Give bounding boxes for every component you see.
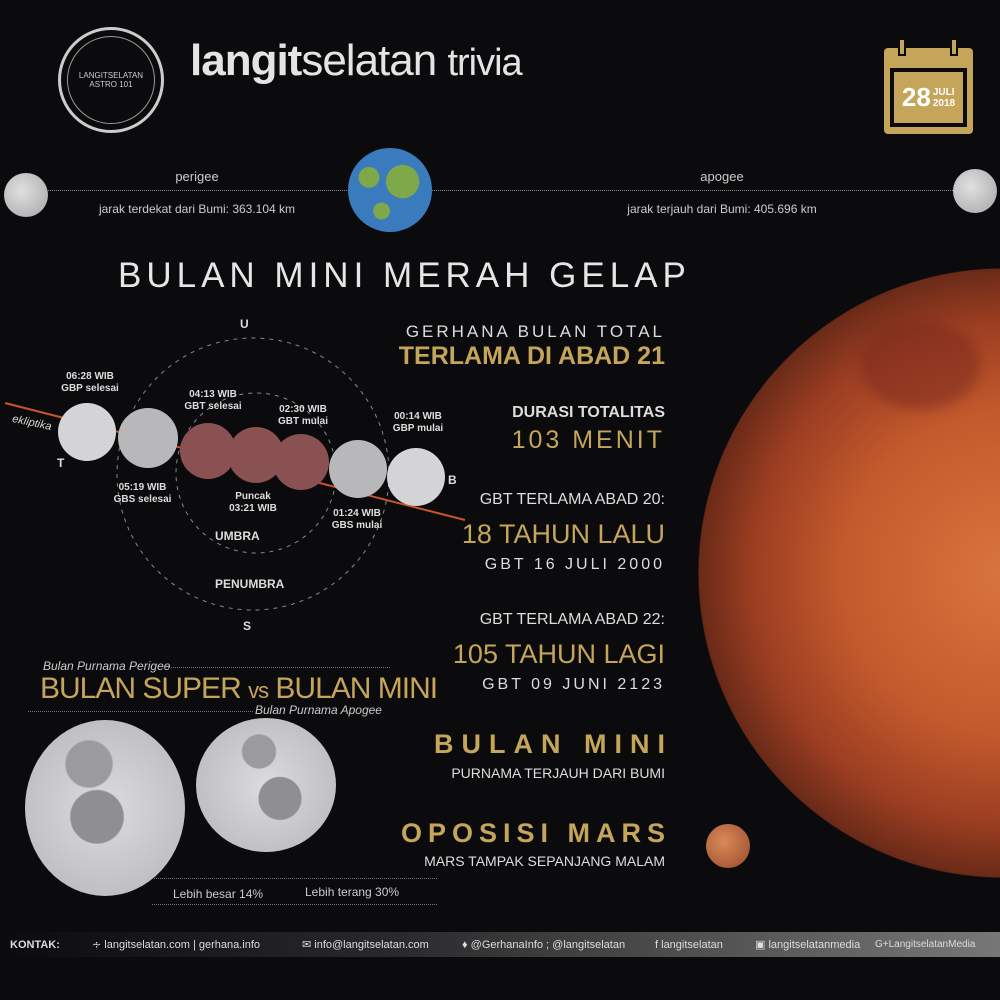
event-label: 05:19 WIB GBS selesai <box>113 482 172 505</box>
fact-title: BULAN MINI <box>434 729 673 759</box>
moon <box>58 403 116 461</box>
footer-website[interactable]: ∻ langitselatan.com | gerhana.info <box>92 939 261 951</box>
fact-sub: GERHANA BULAN TOTAL <box>405 322 665 341</box>
apogee-distance: jarak terjauh dari Bumi: 405.696 km <box>627 202 817 216</box>
perigee-moon <box>4 173 48 217</box>
event-label: Puncak 03:21 WIB <box>229 491 277 514</box>
fact-note: GBT 16 JULI 2000 <box>484 556 665 573</box>
south-label: S <box>243 619 252 633</box>
apogee-label: apogee <box>700 169 744 184</box>
east-label: T <box>57 456 65 470</box>
divider <box>168 667 390 668</box>
mini-moon-image <box>196 718 336 852</box>
event-label: 04:13 WIB GBT selesai <box>184 389 242 412</box>
eclipsed-moon <box>273 434 329 490</box>
footer-facebook[interactable]: f langitselatan <box>655 938 723 951</box>
super-moon-image <box>25 720 185 896</box>
footer-twitter[interactable]: ♦ @GerhanaInfo ; @langitselatan <box>462 938 626 951</box>
mars-small-image <box>706 824 750 868</box>
divider <box>152 904 437 905</box>
eclipse-diagram <box>4 337 466 611</box>
west-label: B <box>448 473 457 487</box>
event-label: 06:28 WIB GBP selesai <box>61 371 119 394</box>
divider <box>28 711 253 712</box>
event-label: 01:24 WIB GBS mulai <box>331 508 383 531</box>
footer-google-plus[interactable]: G+LangitselatanMedia <box>875 939 976 950</box>
fact-sub: DURASI TOTALITAS <box>512 404 665 421</box>
footer-label: KONTAK: <box>10 938 60 951</box>
event-label: 00:14 WIB GBP mulai <box>392 411 444 434</box>
north-label: U <box>240 317 249 331</box>
main-title: BULAN MINI MERAH GELAP <box>118 256 691 295</box>
footer-instagram[interactable]: ▣ langitselatanmedia <box>755 939 861 951</box>
distance-line <box>45 190 955 191</box>
eclipsed-moon <box>180 423 236 479</box>
fact-note: MARS TAMPAK SEPANJANG MALAM <box>424 853 665 869</box>
app-title: langitselatan trivia <box>190 36 523 85</box>
perigee-distance: jarak terdekat dari Bumi: 363.104 km <box>98 202 296 216</box>
perigee-full-moon-label: Bulan Purnama Perigee <box>43 659 171 673</box>
moon <box>387 448 445 506</box>
fact-title: 103 MENIT <box>511 426 665 454</box>
divider <box>152 878 437 879</box>
fact-note: GBT 09 JUNI 2123 <box>482 676 665 693</box>
apogee-full-moon-label: Bulan Purnama Apogee <box>255 703 382 717</box>
bigger-label: Lebih besar 14% <box>173 887 264 901</box>
fact-note: PURNAMA TERJAUH DARI BUMI <box>451 765 665 781</box>
fact-title: 105 TAHUN LAGI <box>452 639 665 669</box>
moon <box>329 440 387 498</box>
apogee-moon <box>953 169 997 213</box>
logo: LANGITSELATAN ASTRO 101 <box>58 27 164 133</box>
fact-title: TERLAMA DI ABAD 21 <box>398 342 665 370</box>
comparison-title: BULAN SUPER vs BULAN MINI <box>40 672 438 705</box>
fact-sub: GBT TERLAMA ABAD 22: <box>479 611 665 628</box>
eclipsed-moon <box>228 427 284 483</box>
earth-icon <box>348 148 432 232</box>
event-label: 02:30 WIB GBT mulai <box>277 404 328 427</box>
footer-email[interactable]: ✉ info@langitselatan.com <box>302 939 429 951</box>
fact-title: OPOSISI MARS <box>400 818 671 848</box>
footer-bar: KONTAK: ∻ langitselatan.com | gerhana.in… <box>0 932 1000 957</box>
perigee-label: perigee <box>175 169 219 184</box>
fact-title: 18 TAHUN LALU <box>461 519 665 549</box>
brighter-label: Lebih terang 30% <box>305 885 400 899</box>
mars-dark-region <box>860 320 980 410</box>
penumbra-label: PENUMBRA <box>215 577 285 591</box>
fact-sub: GBT TERLAMA ABAD 20: <box>479 491 665 508</box>
umbra-label: UMBRA <box>215 529 260 543</box>
moon <box>118 408 178 468</box>
calendar-icon: 28 JULI 2018 <box>884 38 973 134</box>
